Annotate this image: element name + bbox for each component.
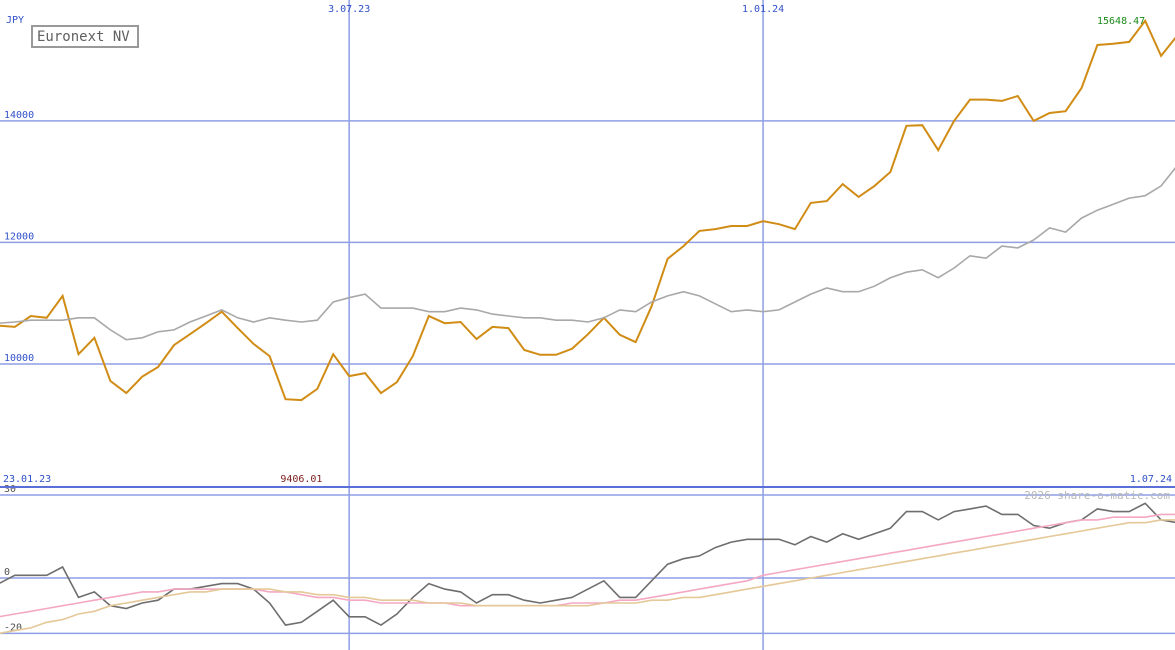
x-tick-label: 1.01.24 xyxy=(742,4,784,15)
y-tick-label: 14000 xyxy=(4,110,34,121)
chart-title: Euronext NV xyxy=(37,29,130,45)
series-line xyxy=(0,519,1175,635)
unit-label: JPY xyxy=(6,15,24,26)
title-box xyxy=(31,25,139,48)
watermark: 2026 share-o-matic.com xyxy=(1024,489,1170,502)
y-tick-label: 12000 xyxy=(4,231,34,242)
series-line xyxy=(0,502,1175,627)
min-label: 9406.01 xyxy=(280,474,322,485)
y-tick-label: 10000 xyxy=(4,353,34,364)
x-tick-label: 1.07.24 xyxy=(1130,474,1172,485)
y-tick-label: 0 xyxy=(4,567,10,578)
series-line xyxy=(0,513,1175,618)
series-line xyxy=(0,167,1175,341)
x-tick-label: 23.01.23 xyxy=(3,474,51,485)
max-label: 15648.47 xyxy=(1097,16,1145,27)
series-line xyxy=(0,18,1175,402)
y-tick-label: -20 xyxy=(4,622,22,633)
x-tick-label: 3.07.23 xyxy=(328,4,370,15)
y-tick-label: 30 xyxy=(4,484,16,495)
